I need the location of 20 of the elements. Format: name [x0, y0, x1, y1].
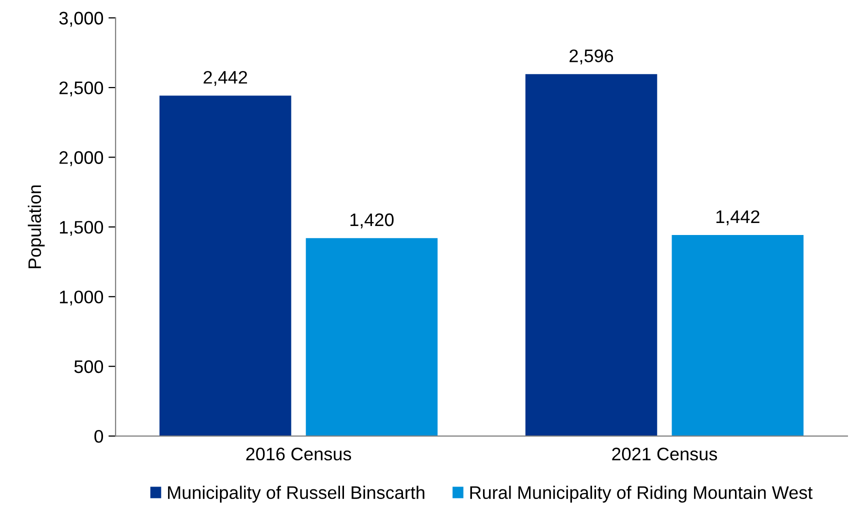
bar	[306, 238, 438, 436]
y-tick-label: 2,000	[59, 151, 104, 166]
legend-label: Rural Municipality of Riding Mountain West	[470, 486, 813, 503]
y-tick-label: 2,500	[59, 81, 104, 96]
x-tick-label: 2021 Census	[612, 448, 718, 460]
data-label: 1,420	[350, 213, 394, 228]
y-tick-label: 3,000	[59, 12, 104, 27]
y-tick-label: 1,500	[60, 220, 104, 236]
data-label: 1,442	[716, 210, 760, 226]
bar	[159, 96, 292, 436]
y-axis-title: Population	[28, 185, 45, 268]
data-label: 2,442	[204, 70, 248, 86]
y-tick-label: 500	[74, 360, 104, 374]
data-label: 2,596	[570, 49, 614, 64]
bar	[672, 235, 804, 436]
y-tick-label: 1,000	[60, 290, 104, 306]
bar	[525, 74, 658, 436]
y-tick-label: 0	[94, 430, 104, 443]
legend-label: Municipality of Russell Binscarth	[168, 486, 424, 503]
x-tick-label: 2016 Census	[246, 448, 352, 460]
